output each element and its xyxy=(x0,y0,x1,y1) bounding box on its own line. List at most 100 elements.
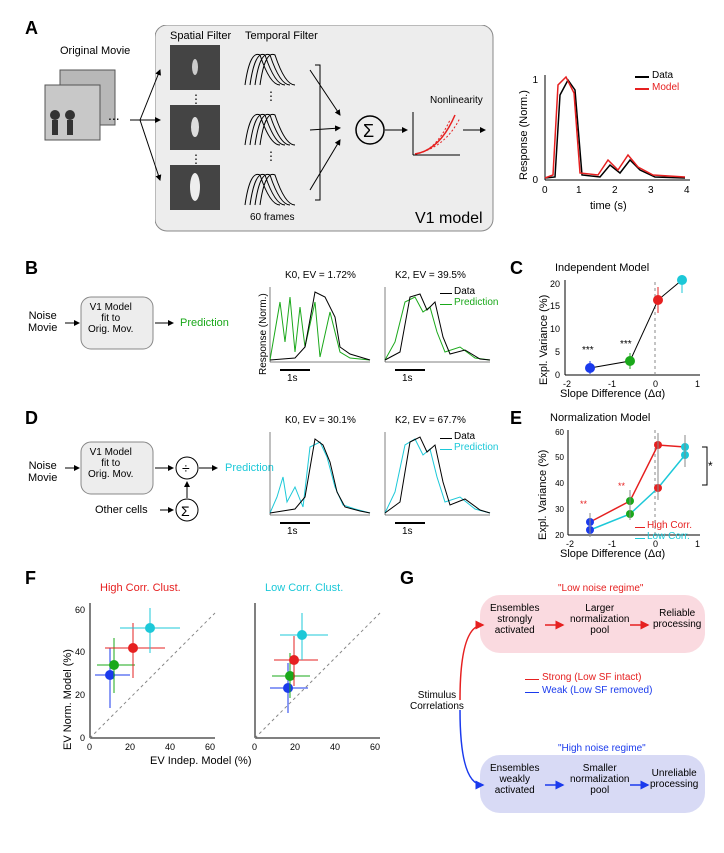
legend-d-data: Data xyxy=(440,431,475,442)
svg-text:1s: 1s xyxy=(287,526,298,537)
noise-movie-b: Noise Movie xyxy=(28,310,57,334)
panel-f-low-title: Low Corr. Clust. xyxy=(265,582,343,594)
panel-c-xlabel: Slope Difference (Δα) xyxy=(560,388,665,400)
prediction-b: Prediction xyxy=(180,317,229,329)
svg-text:50: 50 xyxy=(555,453,564,462)
model-box-b: V1 Model fit to Orig. Mov. xyxy=(88,302,133,335)
svg-text:20: 20 xyxy=(290,742,300,752)
svg-text:30: 30 xyxy=(555,505,564,514)
legend-d-pred: Prediction xyxy=(440,442,498,453)
panel-label-a: A xyxy=(25,18,38,39)
svg-text:1: 1 xyxy=(532,75,538,86)
svg-text:Σ: Σ xyxy=(181,503,190,519)
svg-text:10: 10 xyxy=(550,324,560,334)
svg-text:3: 3 xyxy=(648,185,654,196)
svg-text:40: 40 xyxy=(555,479,564,488)
legend-data: Data xyxy=(635,70,673,81)
high-noise-label: "High noise regime" xyxy=(558,743,646,754)
svg-text:0: 0 xyxy=(80,733,85,743)
svg-text:V1 model: V1 model xyxy=(415,210,483,227)
output-ylabel: Response (Norm.) xyxy=(518,90,530,180)
svg-text:**: ** xyxy=(580,499,588,509)
svg-text:60: 60 xyxy=(75,605,85,615)
top-flow-2: Reliable processing xyxy=(653,608,701,630)
svg-text:40: 40 xyxy=(165,742,175,752)
legend-e-high: High Corr. xyxy=(635,520,692,531)
output-xlabel: time (s) xyxy=(590,200,627,212)
svg-text:0: 0 xyxy=(87,742,92,752)
noise-movie-d: Noise Movie xyxy=(28,460,57,484)
nonlinearity-label: Nonlinearity xyxy=(430,95,483,106)
svg-text:0: 0 xyxy=(555,370,560,380)
top-flow-1: Larger normalization pool xyxy=(570,603,629,636)
panel-f-charts: 0204060 0204060 0204060 xyxy=(65,598,385,768)
panel-f-xlabel: EV Indep. Model (%) xyxy=(150,755,252,767)
svg-text:**: ** xyxy=(618,481,626,491)
svg-text:1: 1 xyxy=(695,539,700,549)
legend-model: Model xyxy=(635,82,679,93)
k0-b: K0, EV = 1.72% xyxy=(285,270,356,281)
bot-flow-1: Smaller normalization pool xyxy=(570,763,629,796)
svg-text:0: 0 xyxy=(532,175,538,186)
panel-label-b: B xyxy=(25,258,38,279)
model-box-d: V1 Model fit to Orig. Mov. xyxy=(88,447,133,480)
svg-text:40: 40 xyxy=(75,647,85,657)
spatial-filter-label: Spatial Filter xyxy=(170,30,231,42)
svg-text:20: 20 xyxy=(75,690,85,700)
panel-e-ylabel: Expl. Variance (%) xyxy=(537,450,549,540)
panel-c-ylabel: Expl. Variance (%) xyxy=(538,295,550,385)
svg-text:...: ... xyxy=(108,107,120,123)
svg-text:1s: 1s xyxy=(402,373,413,382)
svg-text:1: 1 xyxy=(576,185,582,196)
low-noise-label: "Low noise regime" xyxy=(558,583,643,594)
legend-g-strong: Strong (Low SF intact) xyxy=(525,672,641,683)
sigma-nonlinearity-icon: Σ xyxy=(355,110,495,180)
svg-text:0: 0 xyxy=(542,185,548,196)
svg-text:60: 60 xyxy=(205,742,215,752)
svg-text:4: 4 xyxy=(684,185,690,196)
svg-text:1: 1 xyxy=(695,379,700,389)
panel-c-title: Independent Model xyxy=(555,262,649,274)
panel-label-c: C xyxy=(510,258,523,279)
original-movie-label: Original Movie xyxy=(60,45,130,57)
bot-flow-0: Ensembles weakly activated xyxy=(490,763,539,796)
panel-e-title: Normalization Model xyxy=(550,412,650,424)
figure-root: A B C D E F G Original Movie ... V1 mode… xyxy=(10,10,714,843)
svg-text:Σ: Σ xyxy=(363,121,374,141)
stimulus-label: Stimulus Correlations xyxy=(410,690,464,712)
svg-text:20: 20 xyxy=(550,279,560,289)
bot-flow-2: Unreliable processing xyxy=(650,768,698,790)
panel-label-f: F xyxy=(25,568,36,589)
svg-text:5: 5 xyxy=(555,347,560,357)
panel-e-xlabel: Slope Difference (Δα) xyxy=(560,548,665,560)
panel-a-arrows xyxy=(130,60,380,220)
svg-text:1s: 1s xyxy=(287,373,298,382)
temporal-filter-label: Temporal Filter xyxy=(245,30,318,42)
legend-g-weak: Weak (Low SF removed) xyxy=(525,685,652,696)
svg-text:1s: 1s xyxy=(402,526,413,537)
svg-text:15: 15 xyxy=(550,301,560,311)
panel-f-high-title: High Corr. Clust. xyxy=(100,582,181,594)
other-cells: Other cells xyxy=(95,504,148,516)
svg-text:*: * xyxy=(708,459,713,473)
legend-b-pred: Prediction xyxy=(440,297,498,308)
k2-d: K2, EV = 67.7% xyxy=(395,415,466,426)
svg-text:***: *** xyxy=(620,339,632,350)
top-flow-0: Ensembles strongly activated xyxy=(490,603,539,636)
svg-text:0: 0 xyxy=(252,742,257,752)
k0-d: K0, EV = 30.1% xyxy=(285,415,356,426)
legend-e-low: Low Corr. xyxy=(635,531,690,542)
panel-f-ylabel: EV Norm. Model (%) xyxy=(62,649,74,750)
svg-text:2: 2 xyxy=(612,185,618,196)
svg-text:÷: ÷ xyxy=(182,460,190,476)
svg-text:60: 60 xyxy=(555,428,564,437)
svg-text:***: *** xyxy=(582,345,594,356)
svg-text:20: 20 xyxy=(555,531,564,540)
panel-c-chart: 0 5 10 15 20 -2-101 *** *** xyxy=(540,275,710,395)
k2-b: K2, EV = 39.5% xyxy=(395,270,466,281)
legend-b-data: Data xyxy=(440,286,475,297)
svg-text:20: 20 xyxy=(125,742,135,752)
panel-label-e: E xyxy=(510,408,522,429)
svg-text:60: 60 xyxy=(370,742,380,752)
panel-label-d: D xyxy=(25,408,38,429)
